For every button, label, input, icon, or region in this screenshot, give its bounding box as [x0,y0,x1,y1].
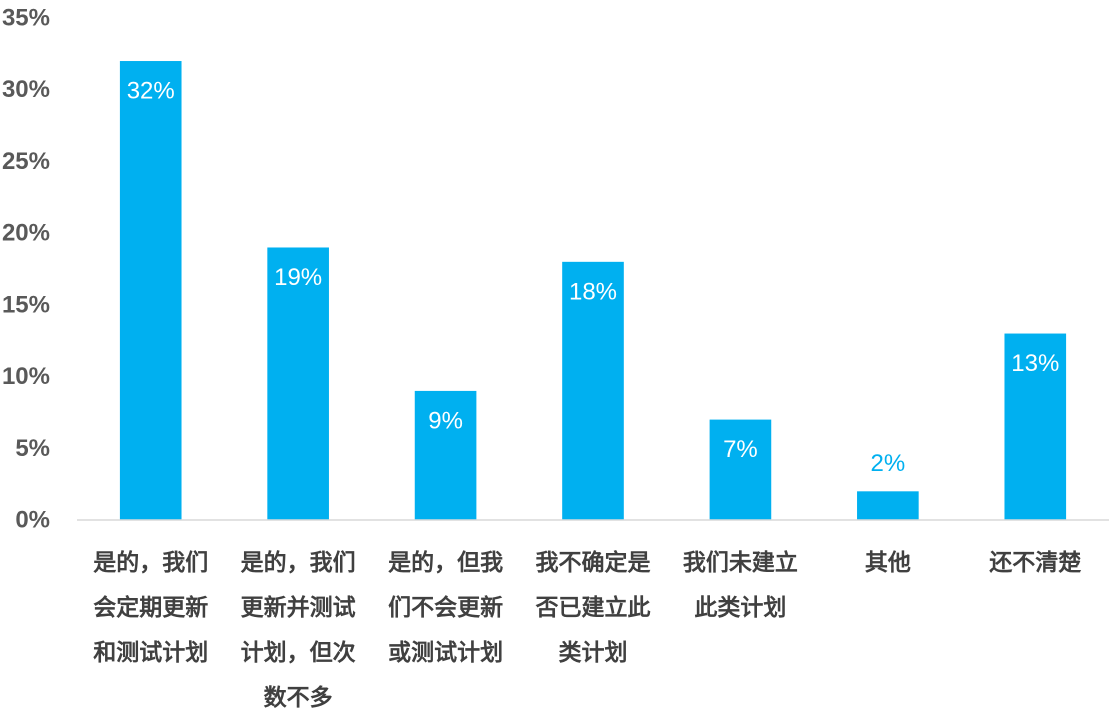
y-axis-tick-labels: 0% 5% 10% 15% 20% 25% 30% 35% [2,5,50,534]
category-label-line: 或测试计划 [388,639,503,665]
category-label: 是的，我们更新并测试计划，但次数不多 [241,549,356,710]
category-label: 其他 [865,549,911,575]
bar [1004,333,1067,520]
y-tick-label: 20% [2,220,50,247]
data-label: 19% [274,264,322,291]
bar [119,61,182,521]
data-label: 2% [871,450,906,477]
category-label: 我们未建立此类计划 [683,549,798,620]
y-tick-label: 25% [2,148,50,175]
bar [709,419,772,520]
bar [267,247,329,520]
category-label: 是的，但我们不会更新或测试计划 [388,549,503,665]
bar [414,390,477,520]
category-label-line: 数不多 [264,684,333,710]
category-label-line: 计划，但次 [241,639,356,665]
data-labels: 32% 19% 9% 18% 7% 2% 13% [127,78,1060,477]
y-tick-label: 10% [2,363,50,390]
category-label-line: 我不确定是 [536,549,651,575]
category-label-line: 此类计划 [694,594,786,620]
category-label-line: 是的，我们 [93,549,208,575]
category-label-line: 会定期更新 [93,594,208,620]
y-tick-label: 30% [2,76,50,103]
y-tick-label: 35% [2,5,50,32]
y-tick-label: 5% [15,435,50,462]
category-label-line: 更新并测试 [241,594,356,620]
bar [562,261,624,520]
y-tick-label: 15% [2,291,50,318]
data-label: 13% [1011,350,1059,377]
category-label-line: 是的，但我 [388,549,503,575]
data-label: 32% [127,78,175,105]
category-label-line: 其他 [865,549,911,575]
category-label-line: 是的，我们 [241,549,356,575]
category-label-line: 我们未建立 [683,549,798,575]
category-label-line: 和测试计划 [93,639,208,665]
data-label: 18% [569,278,617,305]
category-label: 是的，我们会定期更新和测试计划 [93,549,208,665]
category-label-line: 们不会更新 [388,594,503,620]
category-label: 我不确定是否已建立此类计划 [535,549,651,665]
category-label-line: 否已建立此 [535,594,651,620]
bar [857,491,919,520]
y-tick-label: 0% [15,507,50,534]
bars [119,61,1067,521]
category-label: 还不清楚 [989,549,1081,575]
data-label: 9% [428,407,463,434]
x-axis-category-labels: 是的，我们会定期更新和测试计划是的，我们更新并测试计划，但次数不多是的，但我们不… [93,549,1081,710]
category-label-line: 还不清楚 [989,549,1081,575]
data-label: 7% [723,436,758,463]
category-label-line: 类计划 [559,639,628,665]
